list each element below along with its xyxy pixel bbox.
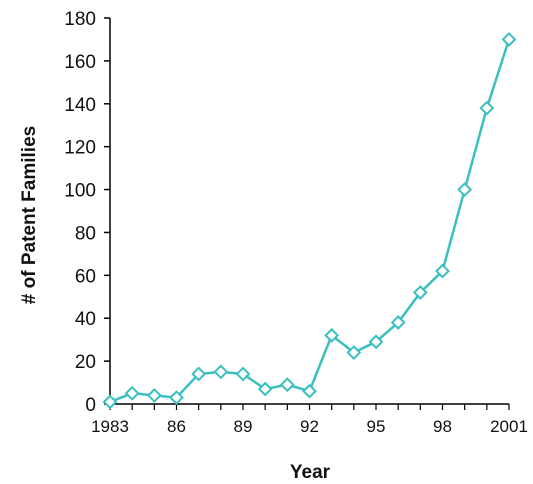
x-axis-title: Year: [290, 462, 331, 483]
y-tick-label: 180: [64, 9, 96, 30]
data-point-marker: [457, 182, 473, 197]
x-tick-label: 95: [367, 417, 386, 436]
data-point-marker: [235, 366, 251, 382]
y-tick-label: 40: [75, 309, 96, 330]
y-tick-label: 0: [85, 395, 96, 416]
y-tick-label: 80: [75, 223, 96, 244]
series-line: [109, 39, 511, 404]
y-tick-label: 60: [75, 266, 96, 287]
y-tick-label: 140: [64, 95, 96, 116]
x-tick-label: 98: [433, 417, 452, 436]
data-point-marker: [124, 385, 140, 401]
data-point-marker: [435, 263, 450, 279]
y-tick-label: 20: [75, 352, 96, 373]
y-tick-label: 100: [64, 181, 96, 202]
data-point-marker: [346, 345, 362, 360]
data-point-marker: [479, 100, 495, 116]
data-point-marker: [146, 388, 162, 403]
data-point-marker: [368, 334, 384, 350]
x-tick-label: 89: [234, 417, 253, 436]
series-layer: [102, 32, 517, 410]
y-tick-label: 160: [64, 52, 96, 73]
x-tick-label: 2001: [490, 417, 528, 436]
y-axis: 0 20 40 60 80 100 120 140 160 180: [64, 9, 111, 416]
data-point-marker: [191, 366, 207, 382]
y-tick-label: 120: [64, 138, 96, 159]
data-point-marker: [213, 364, 229, 380]
x-tick-label: 92: [300, 417, 319, 436]
data-point-marker: [102, 394, 118, 410]
data-point-marker: [412, 285, 428, 300]
x-tick-label: 1983: [91, 417, 129, 436]
data-point-marker: [324, 327, 340, 343]
x-tick-label: 86: [167, 417, 186, 436]
y-ticks: 0 20 40 60 80 100 120 140 160 180: [64, 9, 110, 416]
x-ticks: 1983 86 89 92 95 98 2001: [91, 404, 528, 436]
data-point-marker: [302, 383, 317, 399]
data-point-marker: [390, 315, 406, 330]
data-point-marker: [169, 390, 184, 405]
data-point-marker: [279, 377, 295, 393]
y-axis-title: # of Patent Families: [19, 126, 40, 304]
x-axis: 1983 86 89 92 95 98 2001: [91, 403, 528, 436]
data-point-marker: [257, 381, 273, 397]
data-point-marker: [501, 32, 517, 47]
